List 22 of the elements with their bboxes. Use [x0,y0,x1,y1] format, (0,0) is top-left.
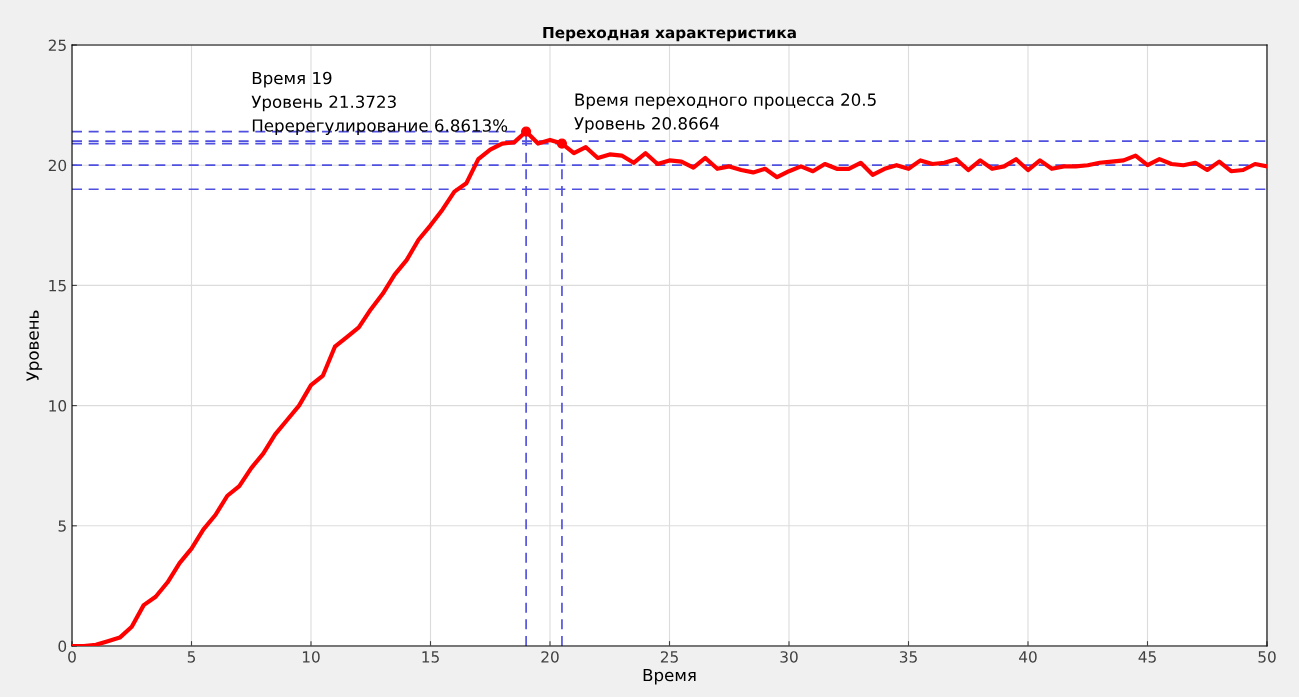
x-tick-label: 45 [1138,651,1156,663]
x-tick-label: 25 [660,651,678,663]
x-tick-label: 40 [1019,651,1037,663]
y-tick-label: 15 [49,280,66,292]
chart-title: Переходная характеристика [543,26,796,42]
y-axis-title: Уровень [26,310,43,382]
x-tick-label: 0 [68,651,76,663]
x-tick-label: 5 [187,651,196,663]
x-tick-label: 10 [302,651,320,663]
annotation: Время 19 Уровень 21.3723 Перерегулирование 6.8613% [251,71,508,136]
y-tick-label: 25 [48,39,66,52]
annotation: Время переходного процесса 20.5 Уровень 20.8664 [574,93,876,133]
x-tick-label: 50 [1258,651,1276,663]
y-tick-label: 10 [49,400,67,412]
x-tick-label: 20 [541,651,559,663]
x-tick-label: 35 [899,651,917,663]
x-axis-title: Время [643,668,696,685]
y-tick-label: 5 [58,520,66,532]
y-tick-label: 0 [58,640,67,653]
x-tick-label: 30 [780,651,798,663]
y-tick-label: 20 [48,159,67,172]
x-tick-label: 15 [422,651,439,663]
